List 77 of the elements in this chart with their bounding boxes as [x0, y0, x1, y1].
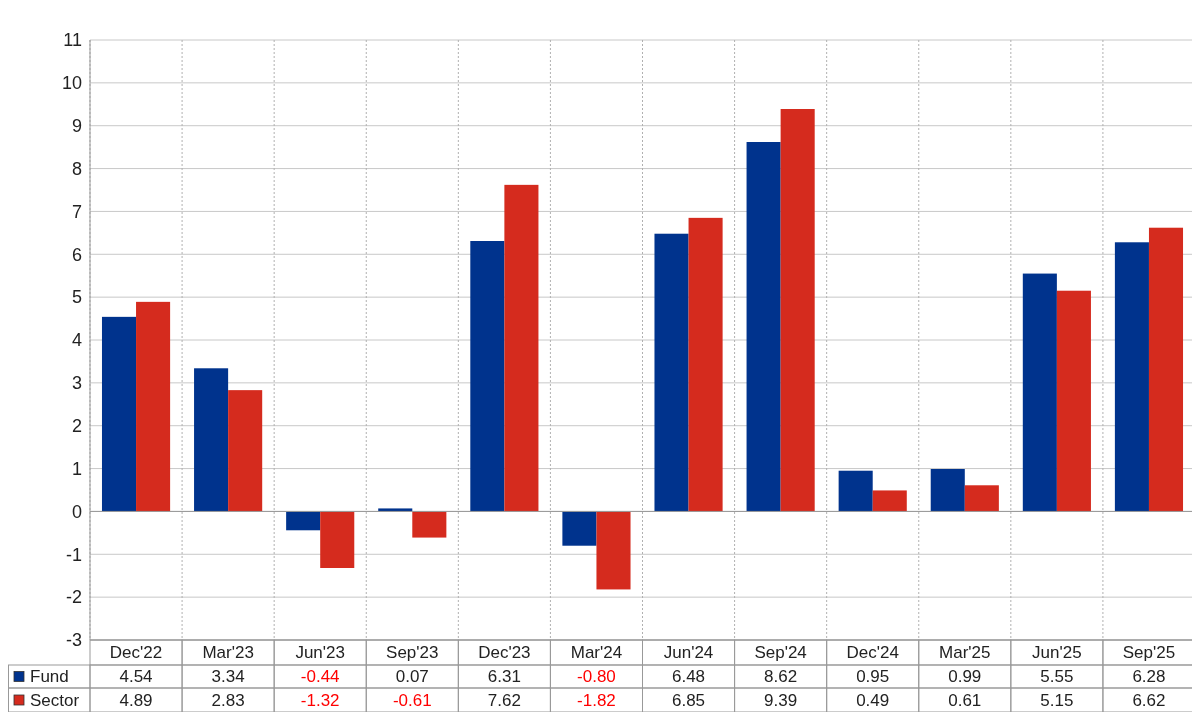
data-label: 5.15 — [1040, 690, 1074, 710]
bar — [654, 233, 689, 512]
y-tick-label: 0 — [71, 501, 82, 522]
data-label: 6.48 — [671, 667, 706, 687]
bar — [688, 217, 723, 512]
bar — [964, 485, 999, 512]
bar — [101, 316, 137, 512]
data-label: 0.07 — [395, 667, 429, 687]
data-label: -0.44 — [300, 667, 340, 687]
bar — [746, 142, 781, 512]
data-label: 7.62 — [487, 690, 521, 710]
y-tick-label: 11 — [63, 30, 82, 51]
data-label: -0.80 — [577, 667, 616, 687]
y-tick-label: 5 — [71, 287, 82, 308]
bar — [930, 469, 965, 512]
bar — [1114, 242, 1149, 512]
data-label: 6.31 — [487, 667, 521, 687]
y-tick-label: 4 — [71, 330, 82, 351]
x-tick-label: Dec'22 — [109, 643, 163, 663]
y-tick-label: 3 — [71, 373, 82, 394]
x-tick-label: Sep'23 — [386, 643, 439, 663]
x-tick-label: Dec'24 — [846, 643, 899, 663]
data-label: 2.83 — [211, 690, 245, 710]
legend-label: Sector — [30, 690, 80, 710]
y-tick-label: 6 — [71, 244, 82, 265]
bar — [504, 184, 539, 512]
data-label: 4.89 — [119, 690, 153, 710]
bar — [286, 511, 321, 531]
bar — [194, 368, 229, 512]
bar — [596, 511, 631, 590]
bar — [872, 490, 907, 512]
y-tick-label: 2 — [71, 416, 82, 437]
bar — [1056, 290, 1091, 512]
data-label: 6.85 — [671, 690, 706, 710]
bar — [838, 470, 873, 512]
data-label: 0.95 — [856, 667, 890, 687]
y-tick-label: 1 — [71, 458, 82, 479]
bar — [562, 511, 597, 546]
x-tick-label: Jun'24 — [663, 643, 714, 663]
x-tick-label: Mar'25 — [939, 643, 991, 663]
data-label: 6.28 — [1132, 667, 1166, 687]
y-tick-label: -3 — [65, 630, 82, 651]
bar — [1148, 227, 1184, 512]
data-label: 6.62 — [1132, 690, 1166, 710]
data-label: 4.54 — [119, 667, 153, 687]
y-tick-label: 7 — [71, 201, 82, 222]
bar — [412, 511, 447, 538]
x-tick-label: Sep'24 — [754, 643, 807, 663]
data-label: 0.49 — [856, 690, 890, 710]
legend-label: Fund — [30, 667, 69, 687]
bar — [320, 511, 355, 568]
x-tick-label: Mar'24 — [570, 643, 623, 663]
data-label: 0.99 — [948, 667, 982, 687]
data-label: -1.82 — [577, 690, 616, 710]
bar — [470, 241, 505, 512]
data-label: -1.32 — [300, 690, 340, 710]
bar — [1022, 273, 1057, 512]
x-tick-label: Dec'23 — [478, 643, 531, 663]
data-label: 9.39 — [764, 690, 798, 710]
y-tick-label: 10 — [61, 73, 82, 94]
data-label: 3.34 — [211, 667, 245, 687]
y-tick-label: 9 — [71, 116, 82, 137]
y-tick-label: -1 — [65, 544, 82, 565]
bar — [378, 508, 413, 512]
y-tick-label: 8 — [71, 158, 82, 179]
data-label: 8.62 — [764, 667, 798, 687]
bar — [780, 109, 815, 512]
x-tick-label: Mar'23 — [202, 643, 254, 663]
data-label: 0.61 — [948, 690, 982, 710]
x-tick-label: Sep'25 — [1122, 643, 1176, 663]
x-tick-label: Jun'25 — [1032, 643, 1082, 663]
data-label: 5.55 — [1040, 667, 1074, 687]
bar — [228, 390, 263, 512]
data-label: -0.61 — [392, 690, 432, 710]
x-tick-label: Jun'23 — [295, 643, 345, 663]
bar — [136, 301, 171, 512]
y-tick-label: -2 — [65, 587, 82, 608]
